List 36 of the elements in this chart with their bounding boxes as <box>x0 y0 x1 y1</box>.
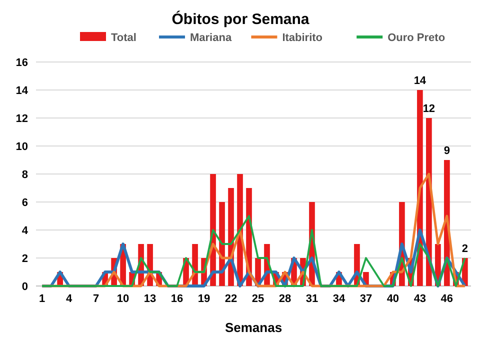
y-tick-label: 4 <box>22 225 29 237</box>
x-tick-label: 34 <box>332 293 346 305</box>
data-label: 12 <box>422 103 436 115</box>
line-series <box>41 215 466 287</box>
x-tick-label: 31 <box>306 293 318 305</box>
y-tick-label: 14 <box>16 85 29 97</box>
x-axis-title: Semanas <box>224 320 282 335</box>
y-tick-label: 12 <box>16 113 28 125</box>
x-tick-label: 7 <box>92 293 100 305</box>
x-tick-label: 28 <box>278 293 292 305</box>
x-tick-label: 4 <box>66 293 73 305</box>
y-tick-label: 10 <box>16 141 28 153</box>
y-tick-label: 0 <box>22 281 28 293</box>
x-tick-label: 46 <box>440 293 454 305</box>
x-tick-label: 40 <box>386 293 400 305</box>
legend-label: Total <box>111 32 136 44</box>
x-tick-label: 43 <box>414 293 426 305</box>
x-tick-label: 1 <box>39 293 46 305</box>
y-tick-label: 8 <box>22 169 28 181</box>
legend-label: Ouro Preto <box>388 32 446 44</box>
y-tick-label: 6 <box>22 197 28 209</box>
legend-label: Itabirito <box>282 32 323 44</box>
y-tick-label: 2 <box>22 253 28 265</box>
x-tick-label: 22 <box>224 293 238 305</box>
x-tick-label: 10 <box>116 293 130 305</box>
data-label: 14 <box>414 75 427 87</box>
x-tick-label: 25 <box>252 293 264 305</box>
data-label: 2 <box>462 243 468 255</box>
x-tick-label: 13 <box>144 293 156 305</box>
x-tick-label: 37 <box>360 293 372 305</box>
legend-label: Mariana <box>190 32 232 44</box>
y-tick-label: 16 <box>16 57 28 69</box>
data-label: 9 <box>444 145 450 157</box>
x-tick-label: 19 <box>198 293 210 305</box>
x-tick-label: 16 <box>170 293 184 305</box>
chart-title: Óbitos por Semana <box>172 10 310 28</box>
